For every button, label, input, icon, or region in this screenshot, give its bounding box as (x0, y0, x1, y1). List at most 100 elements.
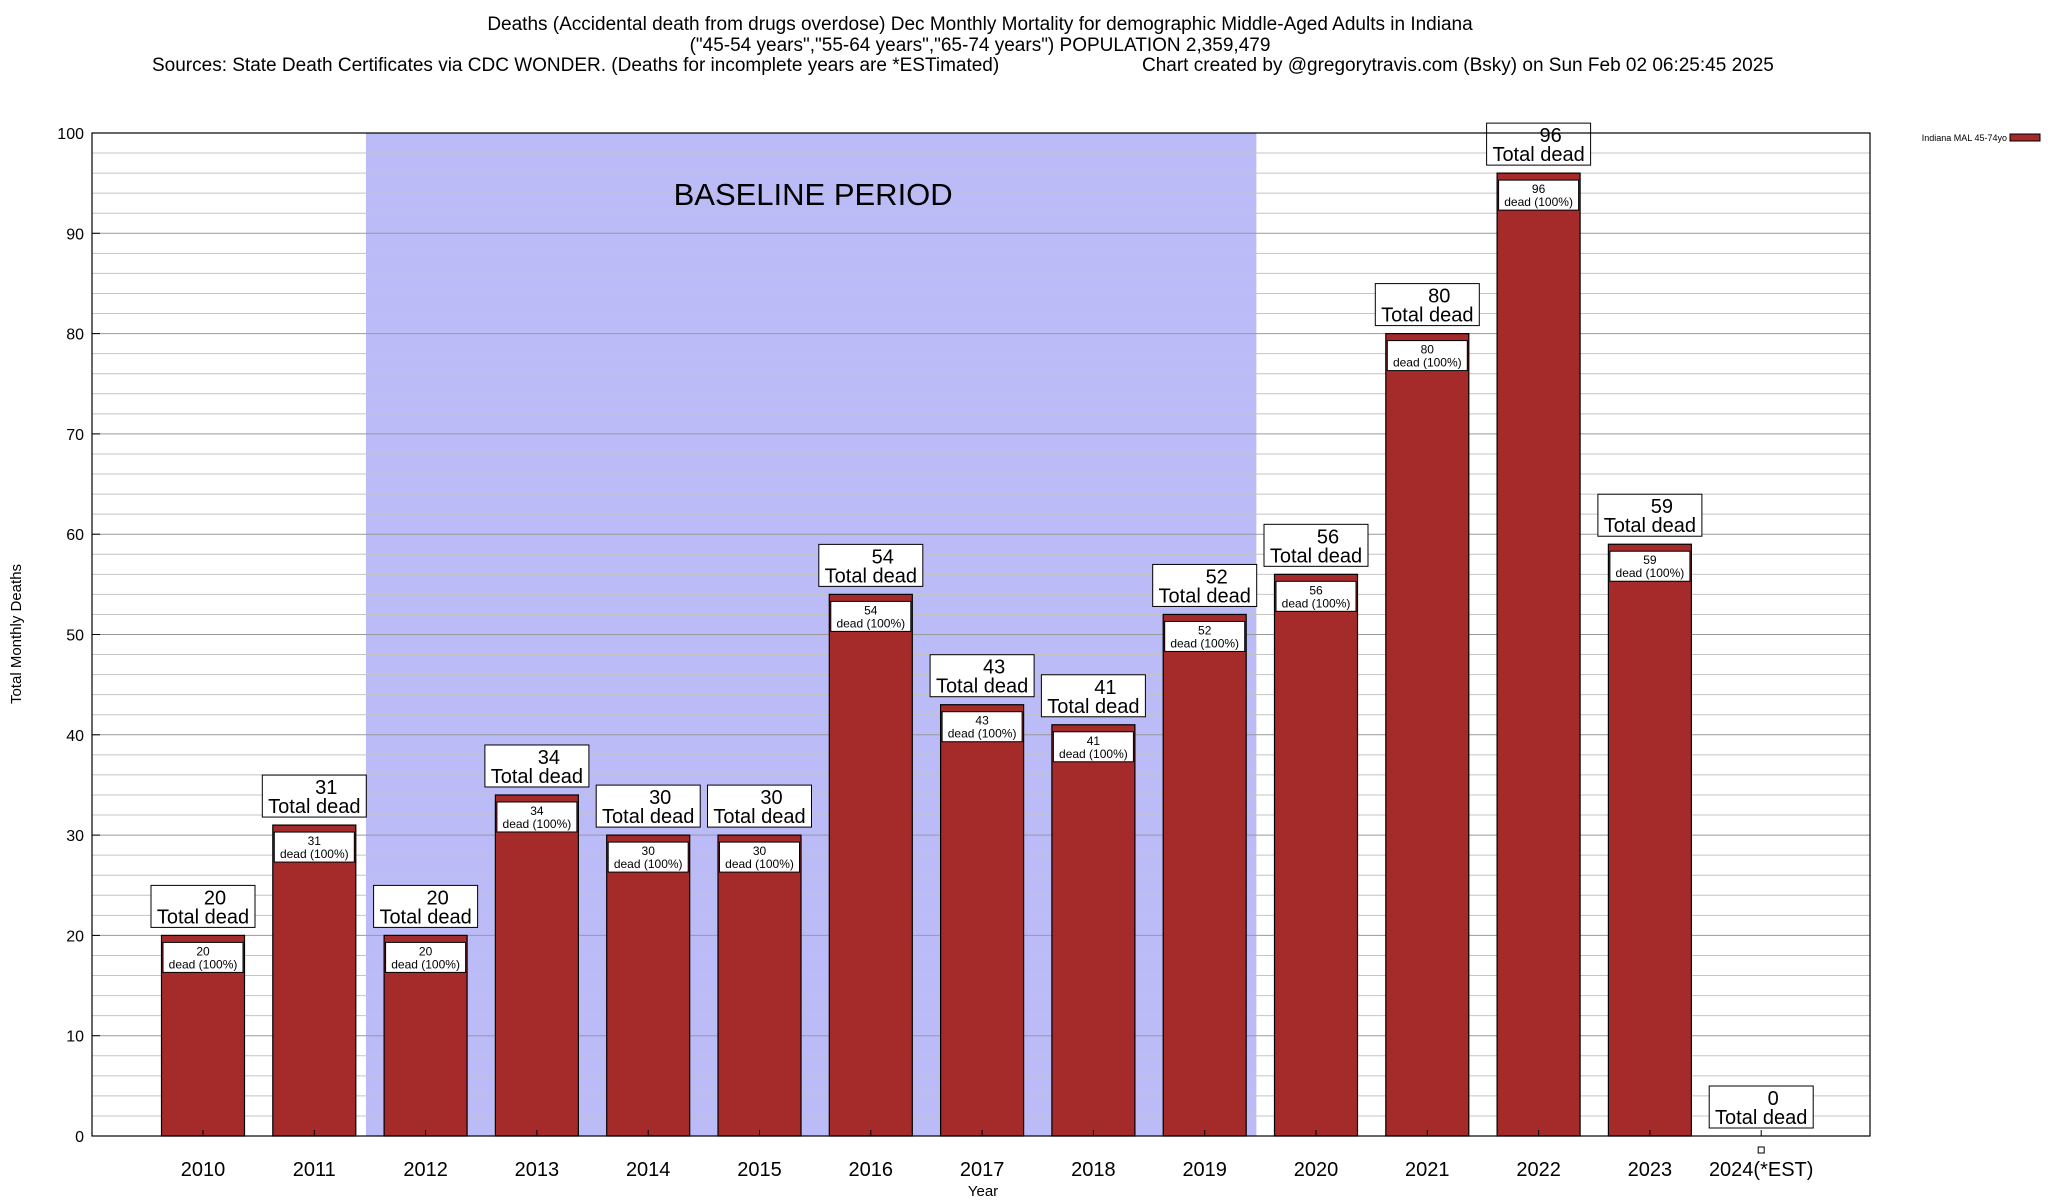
x-tick-label: 2016 (849, 1159, 894, 1181)
inner-value-label: 20 (196, 944, 210, 958)
total-value-label: 20 (204, 887, 226, 909)
total-label-box (484, 744, 590, 788)
inner-value-label: 31 (308, 834, 322, 848)
total-label-box (1263, 523, 1369, 567)
total-value-label: 52 (1206, 566, 1228, 588)
inner-percent-label: dead (100%) (1170, 636, 1239, 650)
bar (494, 794, 579, 1137)
bar (939, 704, 1025, 1137)
total-value-label: 20 (426, 887, 448, 909)
x-tick-label: 2022 (1516, 1159, 1561, 1181)
inner-percent-label: dead (100%) (1282, 596, 1351, 610)
total-value-label: 30 (760, 787, 782, 809)
total-value-label: 54 (872, 546, 894, 568)
total-value-label: 96 (1539, 125, 1561, 147)
total-value-label: 43 (983, 657, 1005, 679)
inner-value-label: 80 (1421, 343, 1435, 357)
y-tick-label: 30 (66, 828, 84, 845)
chart-credit: Chart created by @gregorytravis.com (Bsk… (1142, 55, 1774, 76)
x-tick-label: 2013 (515, 1159, 560, 1181)
total-text-label: Total dead (1715, 1107, 1807, 1129)
total-value-label: 59 (1651, 496, 1673, 518)
total-value-label: 31 (315, 777, 337, 799)
bar (828, 593, 913, 1137)
total-label-box (1708, 1085, 1814, 1129)
total-value-label: 80 (1428, 286, 1450, 308)
total-label-box (1597, 493, 1703, 537)
inner-percent-label: dead (100%) (614, 857, 683, 871)
total-text-label: Total dead (1492, 144, 1584, 166)
x-tick-label: 2017 (960, 1159, 1005, 1181)
bar (1385, 333, 1470, 1137)
y-tick-label: 0 (75, 1129, 84, 1146)
chart-subtitle: ("45-54 years","55-64 years","65-74 year… (689, 35, 1271, 56)
inner-label-box (496, 801, 578, 833)
inner-percent-label: dead (100%) (948, 727, 1017, 741)
plot-frame (91, 132, 1871, 1137)
bar (1051, 724, 1136, 1137)
inner-value-label: 34 (530, 804, 544, 818)
total-label-box (1152, 563, 1258, 607)
inner-percent-label: dead (100%) (725, 857, 794, 871)
y-tick-label: 70 (66, 427, 84, 444)
total-label-box (261, 774, 367, 818)
inner-value-label: 30 (642, 844, 656, 858)
y-tick-label: 50 (66, 628, 84, 645)
total-text-label: Total dead (713, 806, 805, 828)
inner-label-box (1609, 550, 1691, 582)
x-tick-label: 2011 (293, 1159, 336, 1181)
bar (606, 834, 691, 1137)
total-text-label: Total dead (825, 565, 917, 587)
total-label-box (373, 884, 479, 928)
y-tick-label: 60 (66, 527, 84, 544)
inner-value-label: 52 (1198, 623, 1212, 637)
total-text-label: Total dead (157, 906, 249, 928)
inner-value-label: 41 (1087, 734, 1101, 748)
inner-value-label: 54 (864, 603, 878, 617)
total-label-box (595, 784, 701, 828)
bar (1162, 613, 1247, 1137)
chart-sources: Sources: State Death Certificates via CD… (152, 55, 1000, 76)
total-value-label: 0 (1768, 1088, 1779, 1110)
inner-percent-label: dead (100%) (1393, 356, 1462, 370)
inner-percent-label: dead (100%) (1504, 195, 1573, 209)
bar (717, 834, 802, 1137)
baseline-label: BASELINE PERIOD (674, 177, 953, 212)
inner-label-box (719, 841, 800, 873)
inner-label-box (162, 941, 244, 973)
x-tick-label: 2021 (1405, 1159, 1450, 1181)
total-text-label: Total dead (379, 906, 471, 928)
total-text-label: Total dead (1047, 696, 1139, 718)
inner-percent-label: dead (100%) (169, 957, 238, 971)
total-label-box (707, 784, 812, 828)
inner-label-box (830, 600, 912, 632)
x-axis-label: Year (968, 1183, 998, 1200)
inner-label-box (385, 941, 467, 973)
total-label-box (150, 884, 256, 928)
inner-percent-label: dead (100%) (503, 817, 572, 831)
inner-percent-label: dead (100%) (1616, 566, 1685, 580)
zero-marker (1757, 1146, 1765, 1154)
y-tick-label: 80 (66, 327, 84, 344)
inner-value-label: 30 (753, 844, 767, 858)
x-tick-label: 2015 (737, 1159, 782, 1181)
total-value-label: 30 (649, 787, 671, 809)
total-text-label: Total dead (268, 796, 360, 818)
inner-label-box (607, 841, 689, 873)
bar (1496, 172, 1581, 1137)
total-label-box (1040, 674, 1146, 718)
inner-label-box (1498, 179, 1580, 211)
legend-swatch (2009, 133, 2041, 142)
total-text-label: Total dead (602, 806, 694, 828)
y-tick-label: 90 (66, 226, 84, 243)
x-tick-label: 2024(*EST) (1709, 1159, 1814, 1181)
total-text-label: Total dead (936, 676, 1028, 698)
chart-title: Deaths (Accidental death from drugs over… (487, 14, 1473, 35)
inner-label-box (1275, 580, 1357, 612)
legend-label: Indiana MAL 45-74yo (1922, 133, 2007, 143)
total-label-box (1486, 122, 1592, 166)
inner-value-label: 56 (1309, 583, 1323, 597)
y-tick-label: 40 (66, 728, 84, 745)
total-label-box (1374, 283, 1480, 327)
